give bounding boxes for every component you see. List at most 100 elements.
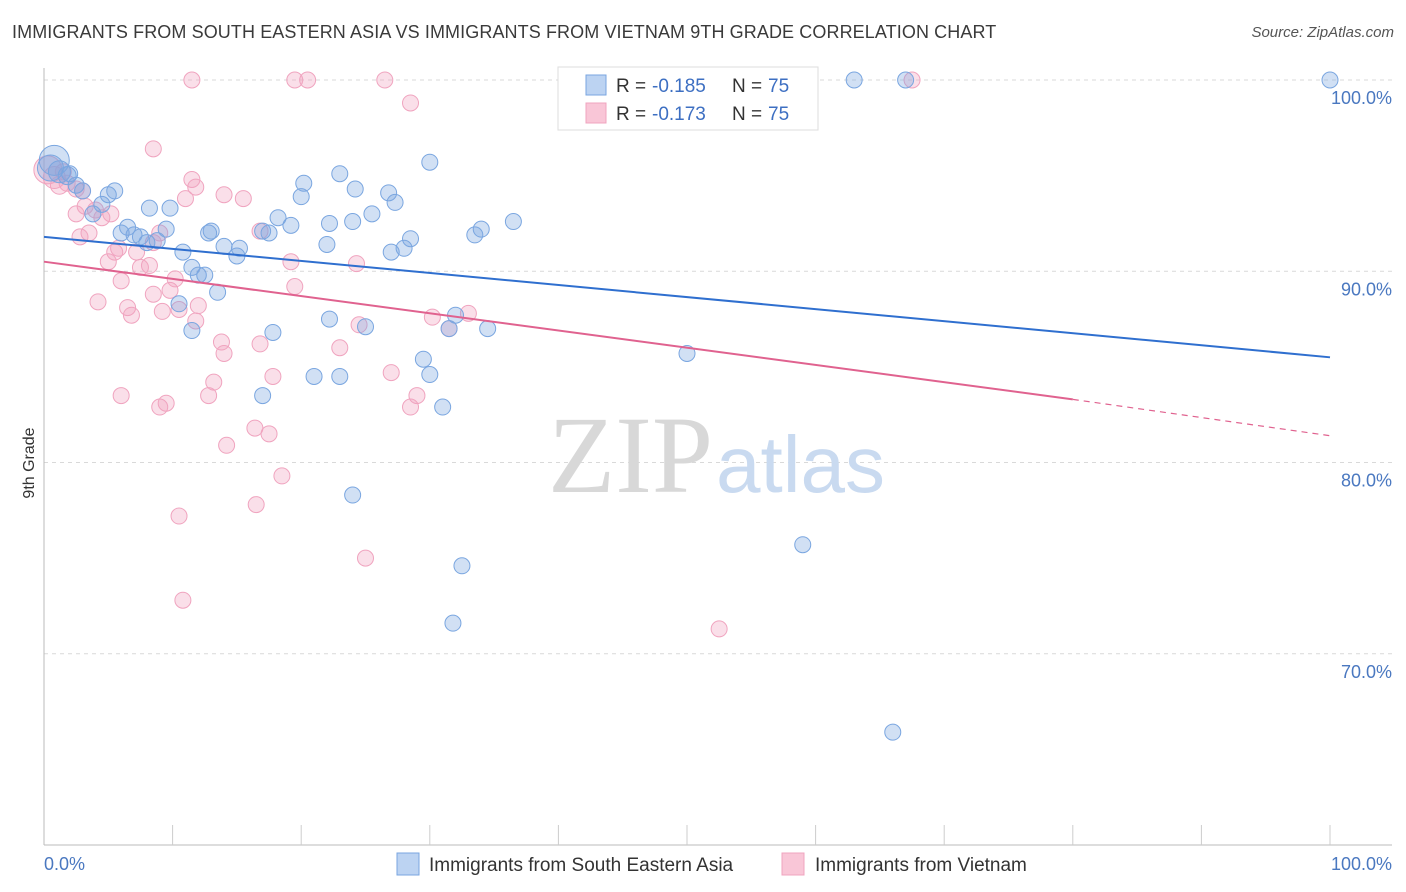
data-point <box>67 205 85 223</box>
data-point <box>453 557 471 575</box>
data-point <box>234 190 252 208</box>
data-point <box>61 165 79 183</box>
data-point <box>282 216 300 234</box>
data-point <box>292 188 310 206</box>
data-point <box>183 71 201 89</box>
data-point <box>472 220 490 238</box>
trend-lines <box>43 235 1331 437</box>
legend-r-value-2: -0.173 <box>652 104 706 125</box>
series-vietnam <box>33 71 921 638</box>
data-point <box>678 344 696 362</box>
data-point <box>331 339 349 357</box>
data-point <box>148 232 166 250</box>
data-point <box>93 209 111 227</box>
data-point <box>402 230 420 248</box>
legend-n-value-1: 75 <box>768 76 789 97</box>
data-point <box>320 310 338 328</box>
data-point <box>74 182 92 200</box>
data-point <box>318 235 336 253</box>
data-point <box>144 140 162 158</box>
data-point <box>357 318 374 336</box>
y-tick-label: 90.0% <box>1341 279 1392 299</box>
bottom-legend: Immigrants from South Eastern Asia Immig… <box>396 852 1027 876</box>
data-point <box>423 308 441 326</box>
legend-swatch-blue <box>585 74 607 96</box>
data-point <box>247 496 265 514</box>
data-point <box>170 507 188 525</box>
data-point <box>251 335 269 353</box>
data-point <box>153 302 171 320</box>
data-point <box>140 199 158 217</box>
data-point <box>84 205 102 223</box>
data-point <box>157 220 175 238</box>
bottom-legend-swatch-blue <box>396 852 420 876</box>
data-point <box>897 71 915 89</box>
data-point <box>346 180 364 198</box>
data-point <box>157 394 175 412</box>
data-point <box>144 285 162 303</box>
bottom-legend-label-blue: Immigrants from South Eastern Asia <box>429 855 734 876</box>
data-point <box>112 224 130 242</box>
data-point <box>131 228 149 246</box>
data-point <box>903 71 921 89</box>
data-point <box>205 373 223 391</box>
data-point <box>382 243 400 261</box>
data-point <box>504 213 522 231</box>
data-point <box>421 366 439 384</box>
source-label: Source: ZipAtlas.com <box>1251 24 1394 41</box>
data-point <box>138 234 156 252</box>
data-point <box>269 209 287 227</box>
data-point <box>174 243 192 261</box>
data-point <box>71 228 89 246</box>
data-point <box>305 367 323 385</box>
legend-n-label-1: N = <box>732 76 762 97</box>
y-tick-label: 80.0% <box>1341 471 1392 491</box>
data-point <box>89 293 107 311</box>
data-point <box>444 614 462 632</box>
trend-line-pink <box>43 260 1073 401</box>
legend-n-value-2: 75 <box>768 104 789 125</box>
data-point <box>350 316 368 334</box>
data-point <box>264 323 282 341</box>
data-point <box>344 213 362 231</box>
data-point <box>466 226 484 244</box>
data-point <box>331 165 349 183</box>
data-point <box>254 387 272 405</box>
data-point <box>845 71 863 89</box>
data-point <box>264 367 282 385</box>
axes <box>43 68 1392 846</box>
data-point <box>246 419 264 437</box>
data-point <box>254 222 272 240</box>
data-point <box>299 71 317 89</box>
data-point <box>273 467 291 485</box>
legend-r-value-1: -0.185 <box>652 76 706 97</box>
y-tick-label: 100.0% <box>1331 88 1392 108</box>
data-point <box>215 186 233 204</box>
data-point <box>363 205 381 223</box>
legend: R = -0.185 N = 75 R = -0.173 N = 75 <box>557 66 819 131</box>
data-point <box>112 272 130 290</box>
data-point <box>170 301 188 318</box>
data-point <box>183 322 201 340</box>
data-point <box>710 620 728 638</box>
data-point <box>161 199 179 217</box>
data-point <box>402 94 420 112</box>
legend-n-label-2: N = <box>732 104 762 125</box>
grid-lines <box>44 79 1392 655</box>
data-point <box>170 295 188 313</box>
data-point <box>200 387 218 405</box>
data-point <box>215 344 233 362</box>
data-point <box>320 214 338 232</box>
chart-title: IMMIGRANTS FROM SOUTH EASTERN ASIA VS IM… <box>12 22 997 42</box>
data-point <box>357 549 374 567</box>
data-point <box>479 320 497 338</box>
data-point <box>260 425 278 443</box>
bottom-legend-swatch-pink <box>781 852 805 876</box>
data-point <box>331 367 349 385</box>
data-point <box>1321 71 1339 89</box>
data-point <box>884 723 902 741</box>
data-point <box>200 224 218 242</box>
watermark-zip: ZIP <box>548 394 713 516</box>
data-point <box>434 398 452 416</box>
